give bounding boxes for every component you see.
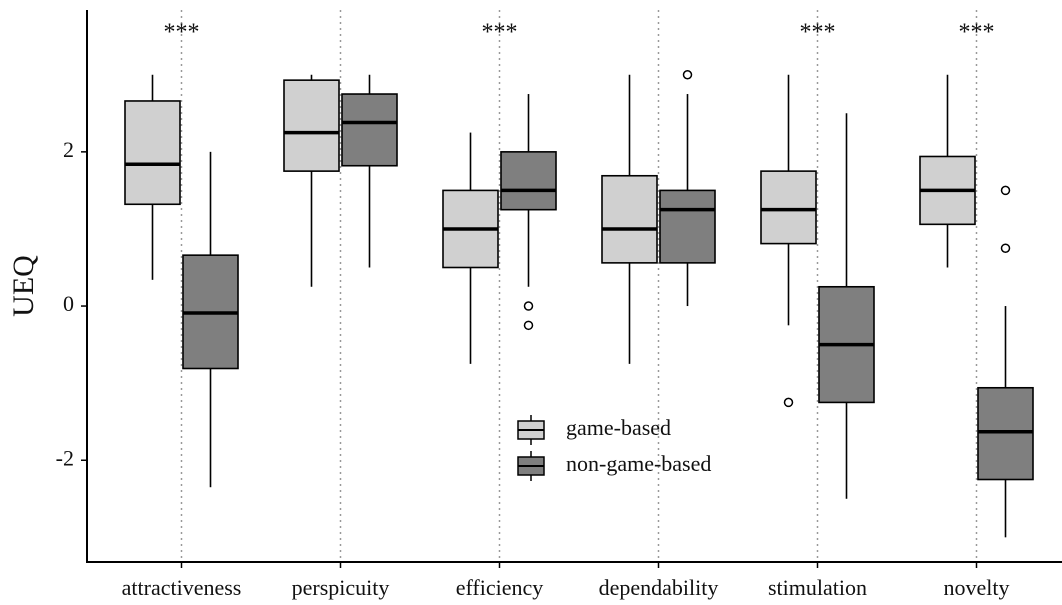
significance-label: *** — [482, 20, 518, 46]
y-tick-label: -2 — [56, 445, 74, 470]
outlier — [523, 301, 534, 311]
significance-label: *** — [800, 20, 836, 46]
outlier — [1000, 185, 1011, 196]
x-tick-label: stimulation — [768, 575, 867, 600]
box — [601, 174, 658, 264]
x-tick-label: novelty — [944, 575, 1010, 600]
y-axis-label: UEQ — [7, 255, 40, 317]
x-tick-label: perspicuity — [292, 575, 390, 600]
x-tick-label: attractiveness — [122, 575, 242, 600]
x-tick-label: efficiency — [456, 575, 544, 600]
outlier — [523, 320, 534, 331]
x-tick-label: dependability — [599, 575, 719, 600]
box — [341, 93, 398, 167]
box — [760, 170, 817, 245]
box — [124, 100, 181, 206]
significance-label: *** — [164, 20, 200, 46]
legend-label: game-based — [566, 415, 671, 440]
box — [500, 151, 557, 211]
box — [977, 386, 1034, 481]
outlier — [1000, 243, 1011, 253]
box — [659, 189, 716, 264]
outlier — [783, 397, 794, 408]
y-tick-label: 0 — [63, 291, 74, 316]
y-tick-label: 2 — [63, 137, 74, 162]
outlier — [682, 70, 693, 80]
box — [283, 79, 340, 172]
significance-label: *** — [959, 20, 995, 46]
legend-label: non-game-based — [566, 451, 711, 476]
